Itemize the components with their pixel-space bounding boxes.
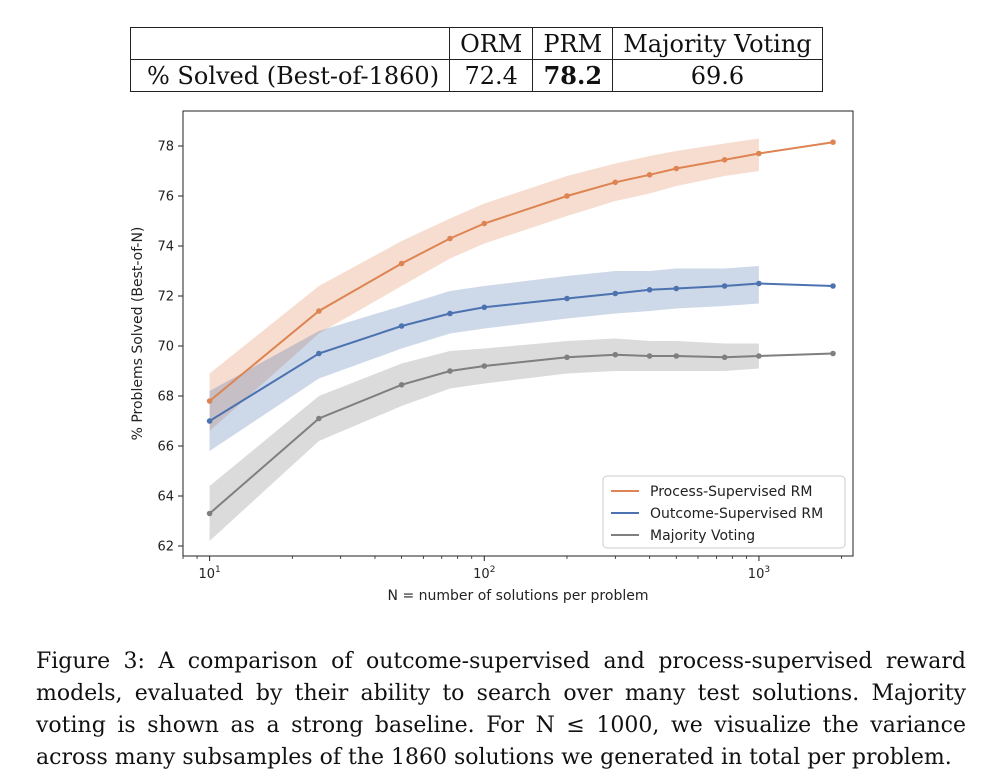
y-tick-label: 68: [157, 390, 174, 405]
y-tick-label: 70: [157, 340, 174, 355]
majority-voting-point: [206, 510, 213, 517]
x-tick-label: 101: [198, 565, 220, 582]
line-chart: 62 64 66 68 70 72 74 76 78 101 102 103 N = number …: [130, 110, 854, 604]
y-tick-label: 72: [157, 290, 174, 305]
majority-voting-legend-label: Majority Voting: [650, 528, 755, 544]
plot-frame: [182, 110, 854, 557]
majority-voting-point: [721, 354, 728, 361]
outcome-supervised-rm-point: [481, 304, 488, 311]
y-axis-label: % Problems Solved (Best-of-N): [130, 227, 146, 441]
results-table: ORM PRM Majority Voting % Solved (Best-o…: [129, 27, 823, 92]
outcome-supervised-rm-point: [721, 283, 728, 289]
process-supervised-rm-point: [447, 235, 453, 242]
table-row-label: % Solved (Best-of-1860): [129, 59, 451, 92]
outcome-supervised-rm-point: [447, 310, 453, 317]
majority-voting-point: [447, 368, 453, 374]
table-header-majority-voting: Majority Voting: [612, 27, 823, 60]
majority-voting-point: [564, 354, 570, 361]
majority-voting-line: [208, 352, 834, 515]
process-supervised-rm-line: [208, 141, 834, 402]
y-axis-ticks: 62 64 66 68 70 72 74 76 78: [157, 140, 183, 555]
table-header-row: ORM PRM Majority Voting: [129, 27, 823, 60]
y-tick-label: 78: [157, 140, 174, 155]
table-corner-cell: [129, 27, 451, 60]
majority-voting-point: [756, 353, 762, 359]
process-supervised-rm-point: [646, 172, 653, 178]
y-tick-label: 64: [157, 490, 174, 505]
process-supervised-rm-point: [756, 150, 762, 157]
majority-voting-point: [673, 353, 680, 359]
outcome-supervised-rm-point: [398, 323, 405, 329]
table-value-orm: 72.4: [449, 59, 534, 92]
outcome-supervised-rm-band: [209, 266, 759, 451]
table-header-orm: ORM: [449, 27, 534, 60]
variance-bands: [209, 138, 759, 541]
outcome-supervised-rm-legend-label: Outcome-Supervised RM: [650, 506, 823, 522]
majority-voting-point: [481, 363, 488, 369]
y-tick-label: 74: [157, 240, 174, 255]
outcome-supervised-rm-point: [564, 295, 570, 302]
process-supervised-rm-point: [830, 139, 836, 145]
y-tick-label: 66: [157, 440, 174, 455]
process-supervised-rm-point: [398, 260, 405, 267]
process-supervised-rm-point: [316, 308, 322, 314]
x-tick-label: 102: [473, 565, 495, 582]
majority-voting-point: [316, 415, 322, 422]
series-points: [206, 139, 836, 517]
x-axis-label: N = number of solutions per problem: [388, 588, 649, 604]
outcome-supervised-rm-point: [830, 283, 836, 289]
y-tick-label: 62: [157, 540, 174, 555]
majority-voting-point: [646, 353, 653, 359]
outcome-supervised-rm-point: [673, 285, 680, 292]
outcome-supervised-rm-point: [646, 287, 653, 293]
outcome-supervised-rm-point: [756, 280, 762, 287]
x-axis-ticks: 101 102 103: [182, 556, 843, 582]
majority-voting-point: [830, 350, 836, 357]
table-header-prm: PRM: [532, 27, 614, 60]
majority-voting-band: [209, 338, 759, 541]
y-tick-label: 76: [157, 190, 174, 205]
process-supervised-rm-legend-label: Process-Supervised RM: [650, 484, 812, 500]
legend: Process-Supervised RM Outcome-Supervised …: [602, 475, 846, 549]
table-value-prm: 78.2: [532, 59, 614, 92]
table-value-majority-voting: 69.6: [612, 59, 823, 92]
x-tick-label: 103: [748, 565, 770, 582]
process-supervised-rm-point: [206, 398, 213, 404]
majority-voting-point: [398, 382, 405, 388]
process-supervised-rm-point: [612, 179, 619, 186]
process-supervised-rm-point: [481, 220, 488, 227]
legend-box: [602, 475, 846, 549]
outcome-supervised-rm-line: [209, 282, 834, 422]
figure-caption: Figure 3: A comparison of outcome-superv…: [36, 649, 966, 770]
table-value-row: % Solved (Best-of-1860) 72.4 78.2 69.6: [129, 59, 823, 92]
outcome-supervised-rm-point: [612, 290, 619, 297]
process-supervised-rm-point: [721, 157, 728, 163]
process-supervised-rm-point: [673, 165, 680, 172]
outcome-supervised-rm-point: [316, 350, 322, 357]
series-lines: [208, 141, 834, 515]
outcome-supervised-rm-point: [206, 418, 213, 424]
process-supervised-rm-point: [564, 193, 570, 199]
process-supervised-rm-band: [209, 138, 759, 431]
majority-voting-point: [612, 351, 619, 358]
